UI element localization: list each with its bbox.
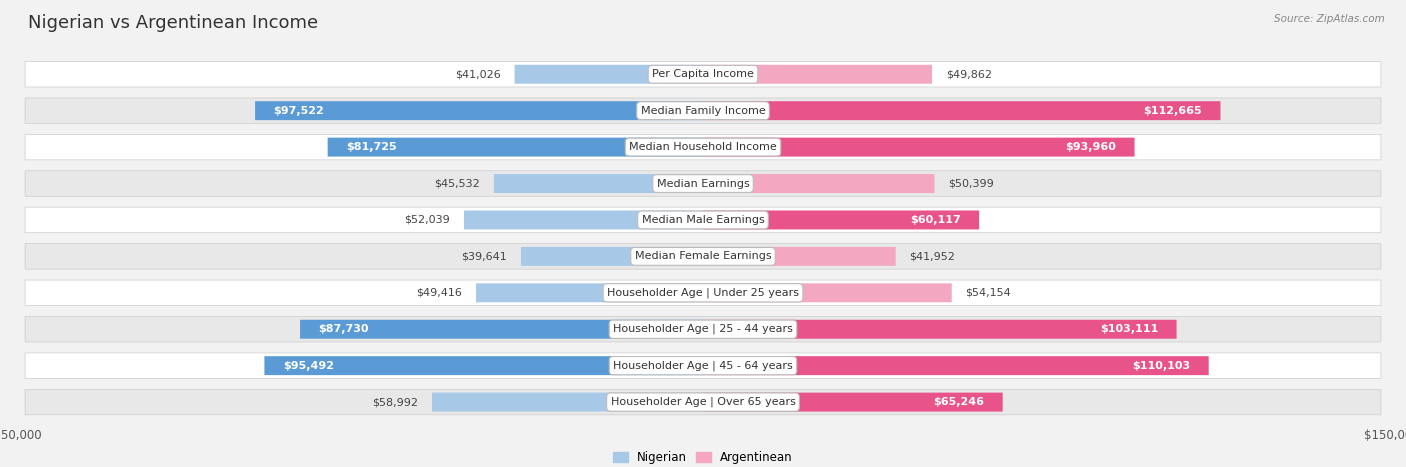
Text: $54,154: $54,154	[966, 288, 1011, 298]
Text: $39,641: $39,641	[461, 251, 508, 262]
Text: Source: ZipAtlas.com: Source: ZipAtlas.com	[1274, 14, 1385, 24]
FancyBboxPatch shape	[25, 389, 1381, 415]
FancyBboxPatch shape	[515, 65, 703, 84]
Legend: Nigerian, Argentinean: Nigerian, Argentinean	[609, 446, 797, 467]
FancyBboxPatch shape	[25, 171, 1381, 196]
Text: $60,117: $60,117	[910, 215, 960, 225]
FancyBboxPatch shape	[328, 138, 703, 156]
Text: Per Capita Income: Per Capita Income	[652, 69, 754, 79]
Text: $58,992: $58,992	[373, 397, 418, 407]
Text: Householder Age | Under 25 years: Householder Age | Under 25 years	[607, 288, 799, 298]
FancyBboxPatch shape	[432, 393, 703, 411]
FancyBboxPatch shape	[25, 353, 1381, 378]
FancyBboxPatch shape	[703, 393, 1002, 411]
FancyBboxPatch shape	[494, 174, 703, 193]
Text: $103,111: $103,111	[1099, 324, 1159, 334]
Text: $87,730: $87,730	[318, 324, 368, 334]
FancyBboxPatch shape	[703, 65, 932, 84]
FancyBboxPatch shape	[25, 207, 1381, 233]
FancyBboxPatch shape	[703, 356, 1209, 375]
FancyBboxPatch shape	[477, 283, 703, 302]
Text: $93,960: $93,960	[1066, 142, 1116, 152]
Text: Median Family Income: Median Family Income	[641, 106, 765, 116]
FancyBboxPatch shape	[299, 320, 703, 339]
Text: $95,492: $95,492	[283, 361, 333, 371]
Text: $49,862: $49,862	[946, 69, 991, 79]
Text: $50,399: $50,399	[948, 178, 994, 189]
Text: Median Female Earnings: Median Female Earnings	[634, 251, 772, 262]
Text: $97,522: $97,522	[273, 106, 325, 116]
Text: $81,725: $81,725	[346, 142, 396, 152]
FancyBboxPatch shape	[703, 101, 1220, 120]
Text: Nigerian vs Argentinean Income: Nigerian vs Argentinean Income	[28, 14, 318, 32]
Text: Householder Age | Over 65 years: Householder Age | Over 65 years	[610, 397, 796, 407]
Text: Median Household Income: Median Household Income	[628, 142, 778, 152]
FancyBboxPatch shape	[25, 134, 1381, 160]
Text: $41,952: $41,952	[910, 251, 955, 262]
FancyBboxPatch shape	[264, 356, 703, 375]
Text: $52,039: $52,039	[405, 215, 450, 225]
FancyBboxPatch shape	[703, 247, 896, 266]
FancyBboxPatch shape	[25, 317, 1381, 342]
FancyBboxPatch shape	[703, 283, 952, 302]
FancyBboxPatch shape	[703, 138, 1135, 156]
FancyBboxPatch shape	[25, 98, 1381, 123]
Text: $65,246: $65,246	[934, 397, 984, 407]
FancyBboxPatch shape	[703, 174, 935, 193]
Text: Median Male Earnings: Median Male Earnings	[641, 215, 765, 225]
Text: $45,532: $45,532	[434, 178, 479, 189]
Text: $110,103: $110,103	[1132, 361, 1191, 371]
FancyBboxPatch shape	[25, 280, 1381, 305]
FancyBboxPatch shape	[703, 320, 1177, 339]
FancyBboxPatch shape	[464, 211, 703, 229]
FancyBboxPatch shape	[703, 211, 979, 229]
Text: $112,665: $112,665	[1143, 106, 1202, 116]
Text: $49,416: $49,416	[416, 288, 463, 298]
FancyBboxPatch shape	[522, 247, 703, 266]
FancyBboxPatch shape	[25, 62, 1381, 87]
Text: Householder Age | 45 - 64 years: Householder Age | 45 - 64 years	[613, 361, 793, 371]
Text: $41,026: $41,026	[456, 69, 501, 79]
FancyBboxPatch shape	[25, 244, 1381, 269]
Text: Median Earnings: Median Earnings	[657, 178, 749, 189]
Text: Householder Age | 25 - 44 years: Householder Age | 25 - 44 years	[613, 324, 793, 334]
FancyBboxPatch shape	[254, 101, 703, 120]
